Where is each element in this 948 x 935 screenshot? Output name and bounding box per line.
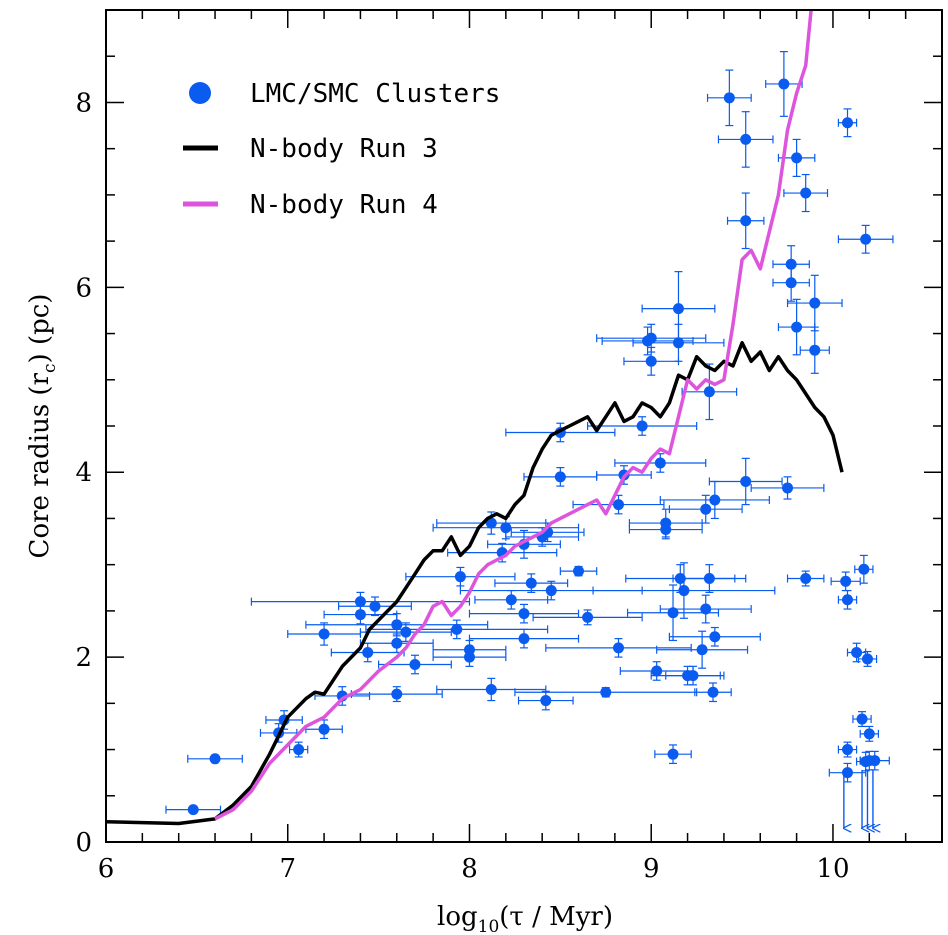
data-point [717, 111, 774, 168]
data-point [681, 363, 738, 421]
data-point [837, 224, 894, 254]
data-point [350, 686, 443, 703]
data-point [799, 326, 830, 374]
data-point [786, 274, 843, 332]
data-point [708, 457, 783, 506]
data-point [559, 565, 598, 577]
series-line-run-3 [106, 341, 844, 826]
y-axis-title: Core radius (rc) (pc) [25, 294, 60, 559]
x-axis-title: log10(τ / Myr) [437, 902, 613, 935]
axis-ticks [105, 9, 943, 843]
legend-label-run-3: N-body Run 3 [250, 134, 438, 164]
data-point [828, 762, 867, 783]
data-point [468, 603, 580, 624]
data-point [859, 750, 890, 771]
y-tick-label: 0 [75, 828, 92, 858]
data-point [468, 628, 580, 649]
data-point [587, 416, 698, 436]
tick-labels: 6 7 8 9 10 0 2 4 6 8 [75, 88, 849, 884]
data-point [592, 562, 776, 619]
data-point [837, 741, 858, 758]
data-point [365, 619, 549, 640]
data-point [659, 480, 770, 520]
data-point [378, 654, 452, 675]
series-line-run-4 [214, 10, 813, 821]
data-point [694, 682, 732, 703]
data-point [837, 589, 858, 610]
data-point [632, 323, 725, 362]
data-point [532, 609, 643, 626]
data-point [432, 639, 507, 660]
data-point [859, 725, 879, 742]
data-point [656, 630, 749, 669]
x-tick-label: 9 [643, 854, 660, 884]
data-point [783, 173, 829, 213]
data-point [330, 642, 405, 663]
data-point [665, 665, 721, 686]
data-point [545, 638, 692, 658]
data-point [750, 476, 825, 500]
data-point [628, 519, 703, 540]
data-point [706, 69, 752, 127]
data-point [288, 741, 309, 758]
data-point [250, 591, 471, 612]
data-point [338, 596, 412, 617]
data-point [619, 661, 694, 681]
y-tick-label: 6 [75, 273, 92, 303]
data-point [765, 50, 803, 117]
data-point [654, 744, 692, 765]
legend-label-clusters: LMC/SMC Clusters [250, 79, 500, 109]
data-point [846, 642, 867, 663]
data-point [857, 650, 878, 667]
data-point [514, 686, 698, 698]
data-point [837, 108, 858, 138]
plot-frame [105, 9, 943, 843]
y-tick-label: 2 [75, 643, 92, 673]
data-point [668, 626, 761, 647]
data-point [854, 554, 874, 584]
data-point [830, 571, 861, 592]
x-tick-label: 8 [461, 854, 478, 884]
cluster-points [165, 50, 894, 829]
data-point [494, 573, 569, 594]
legend-label-run-4: N-body Run 4 [250, 190, 438, 220]
legend-marker-clusters [189, 82, 211, 104]
data-point [474, 589, 549, 610]
data-point [287, 622, 362, 646]
data-point [668, 494, 743, 524]
y-tick-label: 8 [75, 88, 92, 118]
data-point [659, 594, 752, 624]
data-point [405, 566, 516, 587]
data-point [614, 453, 707, 473]
data-point [772, 263, 810, 302]
x-tick-label: 6 [98, 854, 115, 884]
x-tick-label: 7 [279, 854, 296, 884]
data-point [187, 753, 243, 765]
x-tick-label: 10 [816, 854, 849, 884]
data-point [786, 570, 825, 587]
data-point [523, 467, 598, 487]
data-point [852, 711, 872, 728]
data-point [436, 677, 547, 702]
y-tick-label: 4 [75, 458, 92, 488]
data-point [596, 323, 707, 353]
data-point [165, 804, 222, 816]
data-point [517, 690, 574, 711]
data-point [672, 564, 747, 594]
data-point [510, 522, 585, 543]
legend: LMC/SMC Clusters N-body Run 3 N-body Run… [183, 79, 500, 220]
data-point [726, 192, 765, 250]
data-point [777, 298, 816, 356]
